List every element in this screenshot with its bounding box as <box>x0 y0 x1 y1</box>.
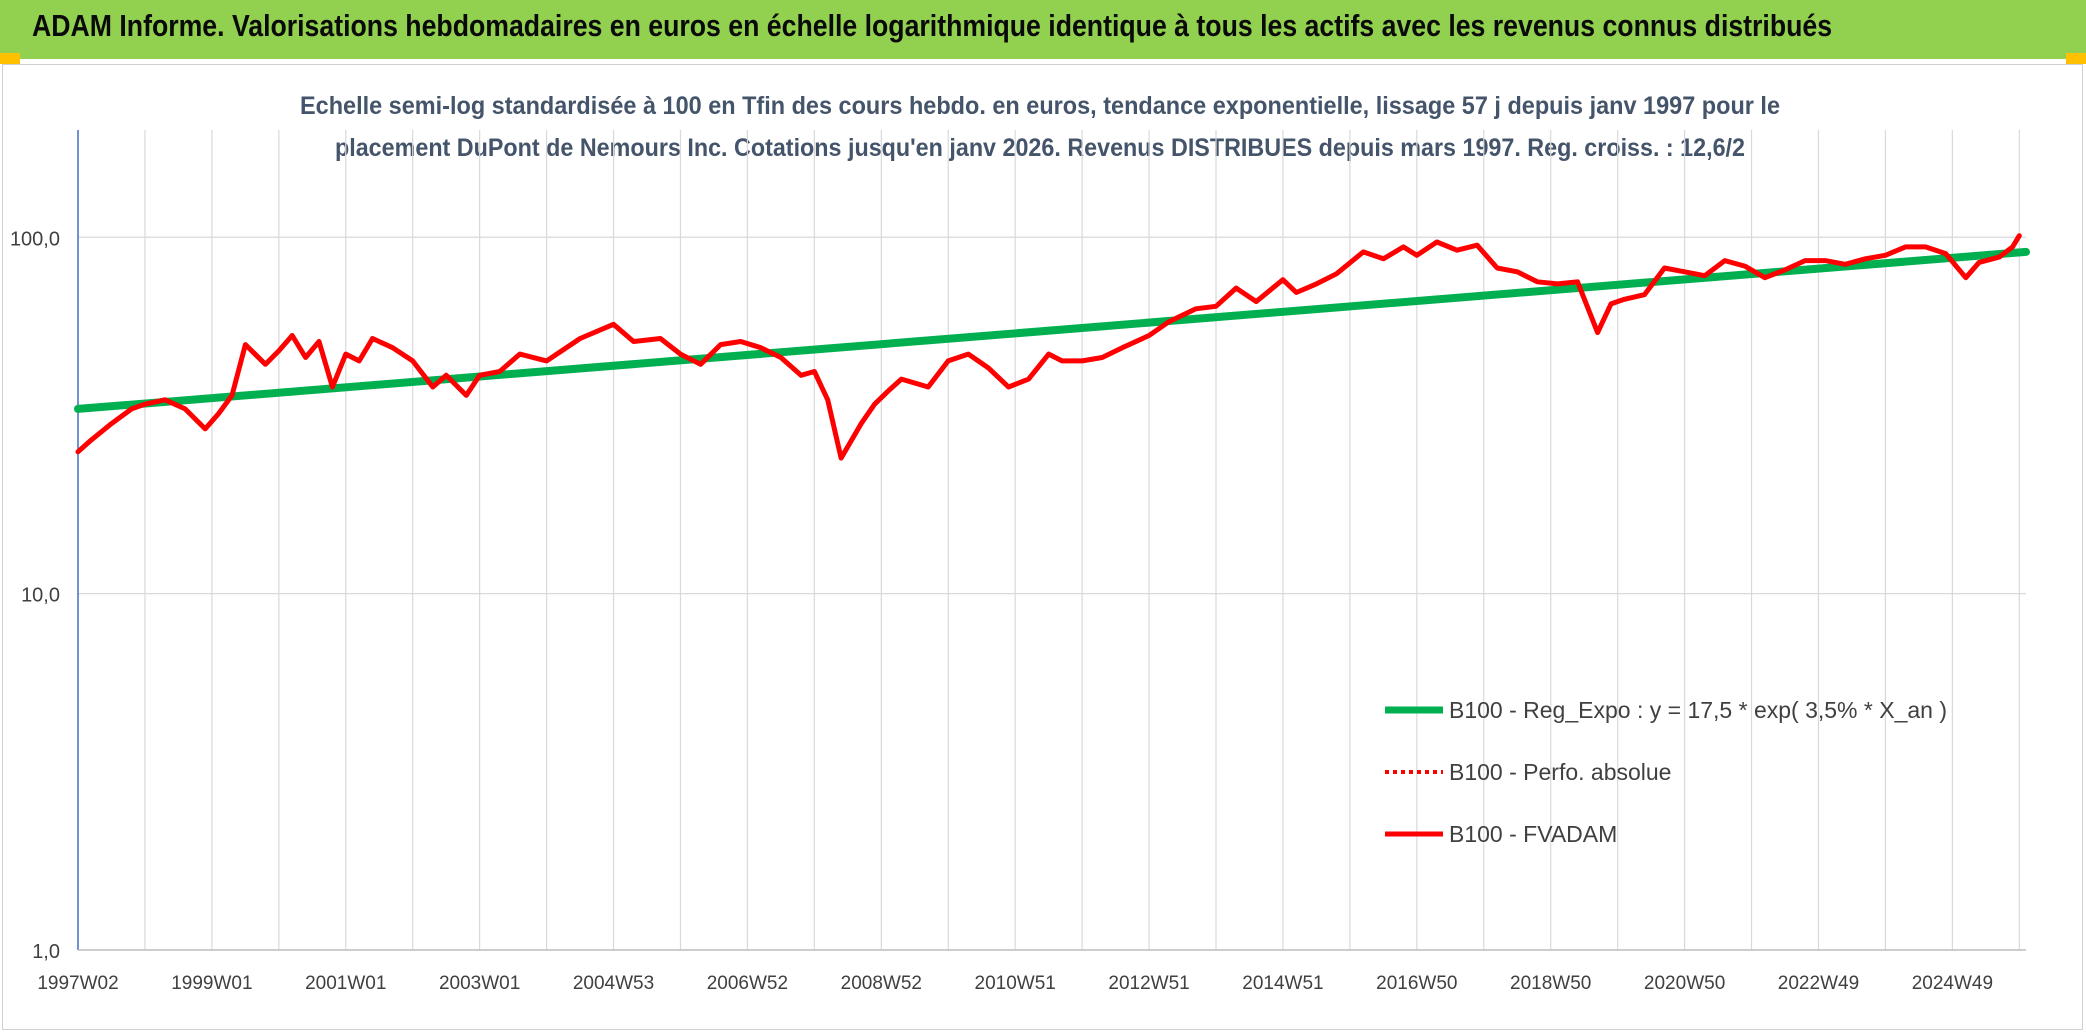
series <box>74 233 2030 461</box>
x-tick-label: 2006W52 <box>707 973 788 994</box>
x-tick-label: 2024W49 <box>1912 973 1993 994</box>
legend-label: B100 - Perfo. absolue <box>1449 759 1671 785</box>
x-tick-label: 2020W50 <box>1644 973 1725 994</box>
x-tick-label: 2003W01 <box>439 973 520 994</box>
right-corner-mark <box>2066 53 2086 64</box>
x-tick-label: 2014W51 <box>1242 973 1323 994</box>
fvadam-line <box>75 233 2022 461</box>
y-tick-label: 100,0 <box>10 228 60 250</box>
x-tick-label: 2018W50 <box>1510 973 1591 994</box>
x-tick-label: 1999W01 <box>171 973 252 994</box>
banner-title: ADAM Informe. Valorisations hebdomadaire… <box>32 8 1833 43</box>
y-tick-label: 1,0 <box>32 941 60 963</box>
x-tick-label: 2001W01 <box>305 973 386 994</box>
legend-label: B100 - FVADAM <box>1449 821 1617 847</box>
gridlines <box>77 130 2026 951</box>
y-tick-label: 10,0 <box>21 585 60 607</box>
left-corner-mark <box>0 53 20 64</box>
x-tick-label: 2016W50 <box>1376 973 1457 994</box>
x-tick-label: 2010W51 <box>975 973 1056 994</box>
x-tick-label: 1997W02 <box>37 973 118 994</box>
chart-title-line1: Echelle semi-log standardisée à 100 en T… <box>300 92 1780 120</box>
x-tick-label: 2008W52 <box>841 973 922 994</box>
x-tick-label: 2022W49 <box>1778 973 1859 994</box>
regression-line <box>74 247 2030 413</box>
axes: 1,0 10,0 100,0 1997W02 1999W01 2001W01 2003W01… <box>10 130 2026 994</box>
x-tick-label: 2012W51 <box>1108 973 1189 994</box>
legend-label: B100 - Reg_Expo : y = 17,5 * exp( 3,5% *… <box>1449 697 1947 723</box>
x-tick-label: 2004W53 <box>573 973 654 994</box>
chart-title-line2: placement DuPont de Nemours Inc. Cotatio… <box>335 134 1745 162</box>
title-banner: ADAM Informe. Valorisations hebdomadaire… <box>0 0 2086 59</box>
legend: B100 - Reg_Expo : y = 17,5 * exp( 3,5% *… <box>1385 697 1947 847</box>
chart-frame <box>2 64 2083 1030</box>
